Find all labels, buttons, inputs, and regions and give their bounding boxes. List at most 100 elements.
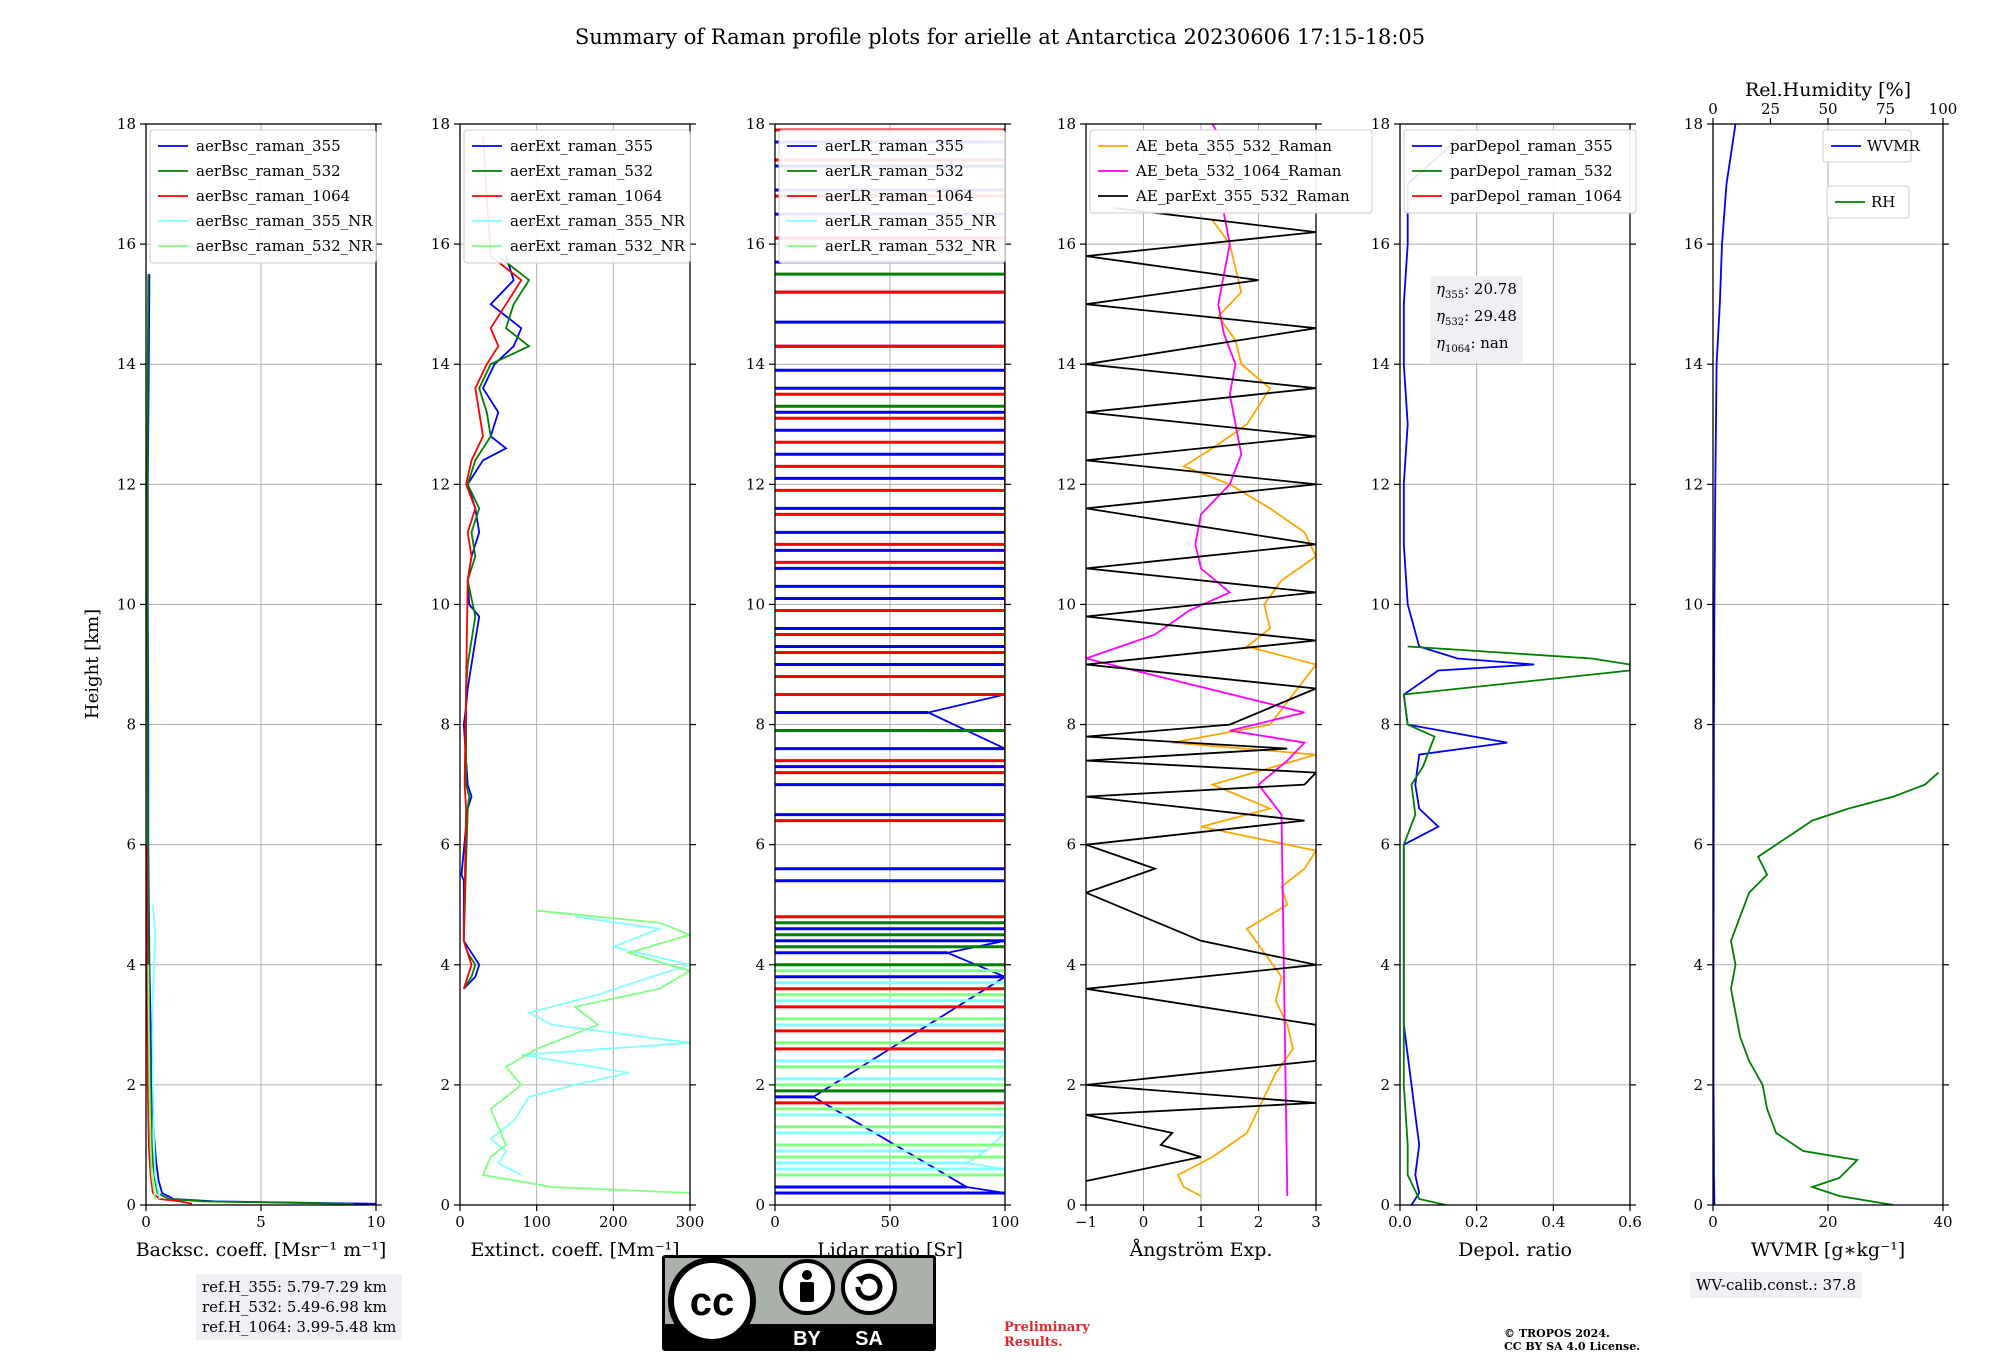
legend-box — [149, 129, 377, 264]
y-tick-label: 16 — [746, 235, 765, 253]
ref-355: ref.H_355: 5.79-7.29 km — [202, 1278, 387, 1296]
legend-label: aerBsc_raman_355_NR — [196, 212, 373, 230]
top-axis-label: Rel.Humidity [%] — [1745, 79, 1911, 101]
y-tick-label: 10 — [1057, 595, 1076, 613]
x-tick-label: 100 — [991, 1213, 1020, 1231]
y-tick-label: 6 — [1066, 836, 1076, 854]
x-tick-label: 200 — [599, 1213, 628, 1231]
series-line — [1402, 135, 1535, 1205]
wv-calib-box: WV-calib.const.: 37.8 — [1690, 1272, 1863, 1298]
series-line — [462, 255, 531, 990]
y-tick-label: 18 — [117, 115, 136, 133]
x-tick-label: 50 — [880, 1213, 899, 1231]
top-x-tick-label: 25 — [1761, 100, 1780, 118]
series-line — [460, 255, 523, 990]
y-tick-label: 0 — [1380, 1196, 1390, 1214]
x-tick-label: 0 — [770, 1213, 780, 1231]
series-line — [1713, 124, 1737, 1205]
panel-6 — [1707, 118, 1949, 1211]
series-line — [1172, 219, 1316, 1197]
tropos-license: © TROPOS 2024. CC BY SA 4.0 License. — [1504, 1327, 1641, 1353]
series-line — [147, 964, 157, 1200]
x-tick-label: 10 — [366, 1213, 385, 1231]
series-line — [151, 904, 161, 1200]
y-tick-label: 12 — [1684, 475, 1703, 493]
y-tick-label: 14 — [1057, 355, 1076, 373]
x-tick-label: 300 — [676, 1213, 705, 1231]
legend-label: RH — [1871, 193, 1895, 211]
axes-frame — [1085, 123, 1317, 1206]
legend-label: aerBsc_raman_1064 — [196, 187, 350, 205]
y-tick-label: 10 — [431, 595, 450, 613]
y-tick-label: 4 — [1693, 956, 1703, 974]
y-tick-label: 16 — [431, 235, 450, 253]
y-tick-label: 14 — [431, 355, 450, 373]
series-line — [481, 909, 690, 1194]
series-line — [964, 982, 1005, 1170]
y-tick-label: 14 — [746, 355, 765, 373]
sa-icon — [841, 1259, 897, 1315]
x-tick-label: 100 — [522, 1213, 551, 1231]
axes-frame — [459, 123, 691, 1206]
top-x-tick-label: 75 — [1876, 100, 1895, 118]
x-tick-label: 5 — [256, 1213, 266, 1231]
legend-box — [1826, 185, 1910, 219]
legend-label: parDepol_raman_1064 — [1450, 187, 1622, 205]
top-x-tick-label: 100 — [1929, 100, 1958, 118]
series-line — [1730, 771, 1940, 1205]
series-line — [1402, 645, 1630, 1205]
legend-label: aerBsc_raman_355 — [196, 137, 341, 155]
ref-1064: ref.H_1064: 3.99-5.48 km — [202, 1318, 397, 1336]
y-tick-label: 10 — [746, 595, 765, 613]
legend-label: aerLR_raman_355_NR — [825, 212, 996, 230]
y-tick-label: 2 — [1066, 1076, 1076, 1094]
x-axis-label: Extinct. coeff. [Mm⁻¹] — [470, 1239, 679, 1261]
legend-box — [1822, 129, 1912, 163]
y-tick-label: 14 — [1684, 355, 1703, 373]
panel-5 — [1394, 123, 1637, 1211]
y-tick-label: 2 — [126, 1076, 136, 1094]
wv-calib-text: WV-calib.const.: 37.8 — [1696, 1276, 1857, 1294]
y-tick-label: 0 — [440, 1196, 450, 1214]
legend-label: aerLR_raman_1064 — [825, 187, 973, 205]
y-tick-label: 8 — [1380, 716, 1390, 734]
preliminary-note: Preliminary Results. — [1004, 1320, 1090, 1350]
y-tick-label: 4 — [1066, 956, 1076, 974]
cc-by-sa-logo: cc BY SA — [662, 1255, 936, 1351]
ref-532: ref.H_532: 5.49-6.98 km — [202, 1298, 387, 1316]
x-tick-label: 0.2 — [1465, 1213, 1489, 1231]
legend-label: aerExt_raman_355_NR — [510, 212, 686, 230]
series-line — [1086, 124, 1307, 1197]
legend-label: aerExt_raman_532 — [510, 162, 653, 180]
legend-box — [1089, 129, 1373, 214]
legend-label: parDepol_raman_355 — [1450, 137, 1613, 155]
y-tick-label: 18 — [746, 115, 765, 133]
legend-label: aerExt_raman_1064 — [510, 187, 663, 205]
y-tick-label: 16 — [1057, 235, 1076, 253]
y-tick-label: 18 — [1371, 115, 1390, 133]
legend-label: aerLR_raman_532 — [825, 162, 964, 180]
panel-1 — [140, 123, 382, 1211]
legend-label: aerBsc_raman_532 — [196, 162, 341, 180]
y-tick-label: 0 — [1066, 1196, 1076, 1214]
legend-label: AE_beta_532_1064_Raman — [1135, 162, 1342, 180]
legend-label: aerExt_raman_532_NR — [510, 237, 686, 255]
x-tick-label: 3 — [1311, 1213, 1321, 1231]
x-tick-label: 0.0 — [1388, 1213, 1412, 1231]
x-tick-label: 40 — [1933, 1213, 1952, 1231]
axes-frame — [145, 123, 377, 1206]
x-tick-label: 0 — [1139, 1213, 1149, 1231]
y-tick-label: 2 — [440, 1076, 450, 1094]
x-tick-label: 0 — [455, 1213, 465, 1231]
x-axis-label: Ångström Exp. — [1129, 1239, 1273, 1261]
y-tick-label: 4 — [126, 956, 136, 974]
y-tick-label: 0 — [126, 1196, 136, 1214]
y-tick-label: 12 — [1057, 475, 1076, 493]
y-tick-label: 2 — [1693, 1076, 1703, 1094]
x-tick-label: 20 — [1818, 1213, 1837, 1231]
y-tick-label: 10 — [1684, 595, 1703, 613]
y-tick-label: 16 — [1371, 235, 1390, 253]
x-tick-label: 1 — [1196, 1213, 1206, 1231]
axes-frame — [1399, 123, 1631, 1206]
